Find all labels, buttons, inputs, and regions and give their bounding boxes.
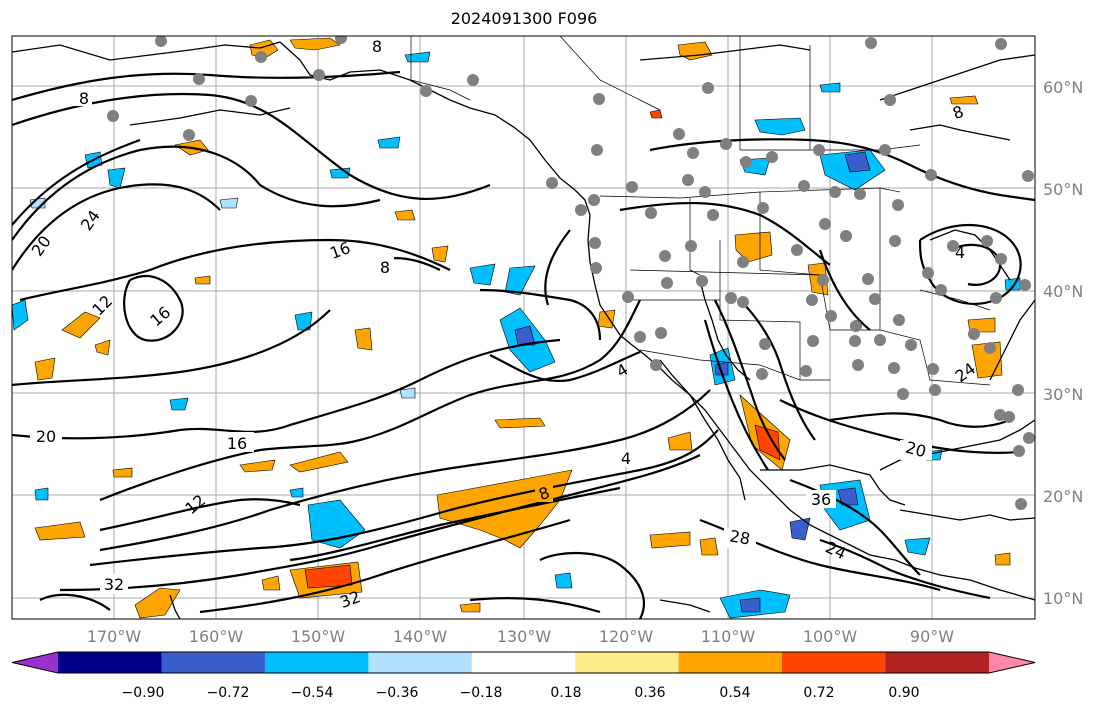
lat-label: 50°N — [1043, 180, 1083, 199]
colorbar-tick: −0.72 — [207, 685, 250, 701]
lon-label: 120°W — [599, 627, 654, 646]
colorbar-tick: 0.36 — [634, 685, 665, 701]
colorbar-segment — [264, 652, 369, 673]
contour-label: 8 — [380, 258, 390, 277]
colorbar-segment — [782, 652, 887, 673]
lon-label: 100°W — [803, 627, 858, 646]
colorbar-tick: −0.18 — [460, 685, 503, 701]
colorbar-tick: 0.54 — [719, 685, 750, 701]
contour-label: 4 — [621, 449, 631, 468]
colorbar-segments — [11, 651, 1036, 674]
contour-label: 16 — [227, 434, 247, 453]
colorbar-segment — [58, 652, 162, 673]
lat-label: 20°N — [1043, 487, 1083, 506]
colorbar-tick: 0.72 — [803, 685, 834, 701]
lon-label: 140°W — [393, 627, 448, 646]
colorbar-tick: 0.18 — [550, 685, 581, 701]
contour-label: 36 — [811, 490, 831, 509]
colorbar-segment — [368, 652, 473, 673]
latitude-labels: 60°N 50°N 40°N 30°N 20°N 10°N — [1043, 78, 1083, 608]
contour-label: 8 — [372, 37, 382, 56]
station-dots — [107, 36, 1035, 510]
colorbar-segment — [885, 652, 990, 673]
colorbar-segment — [575, 652, 680, 673]
colorbar-tick: −0.54 — [291, 685, 334, 701]
lon-label: 90°W — [910, 627, 954, 646]
colorbar-tick: −0.36 — [376, 685, 419, 701]
lon-label: 150°W — [291, 627, 346, 646]
contour-label: 28 — [728, 526, 751, 548]
colorbar-tick: 0.90 — [888, 685, 919, 701]
colorbar-outline — [11, 651, 1036, 674]
longitude-labels: 170°W 160°W 150°W 140°W 130°W 120°W 110°… — [87, 627, 954, 646]
colorbar-segment — [161, 652, 266, 673]
lon-label: 110°W — [701, 627, 756, 646]
map-title: 2024091300 F096 — [450, 9, 598, 28]
lat-label: 10°N — [1043, 589, 1083, 608]
colorbar-segment — [471, 652, 576, 673]
lon-label: 130°W — [497, 627, 552, 646]
contour-label: 4 — [955, 243, 965, 262]
colorbar: −0.90 −0.72 −0.54 −0.36 −0.18 0.18 0.36 … — [11, 651, 1036, 701]
lon-label: 170°W — [87, 627, 142, 646]
colorbar-segment — [678, 652, 783, 673]
colorbar-extend-high — [989, 652, 1035, 673]
lat-label: 60°N — [1043, 78, 1083, 97]
lon-label: 160°W — [189, 627, 244, 646]
colorbar-tick: −0.90 — [122, 685, 165, 701]
lat-label: 40°N — [1043, 282, 1083, 301]
contour-label: 20 — [904, 438, 929, 462]
political-borders — [410, 36, 991, 386]
contour-label: 20 — [36, 427, 56, 446]
contour-label: 8 — [79, 89, 89, 108]
contour-label: 32 — [104, 575, 124, 594]
colorbar-ticks: −0.90 −0.72 −0.54 −0.36 −0.18 0.18 0.36 … — [122, 685, 920, 701]
lat-label: 30°N — [1043, 385, 1083, 404]
map-frame — [11, 35, 1036, 620]
colorbar-extend-low — [12, 652, 58, 673]
